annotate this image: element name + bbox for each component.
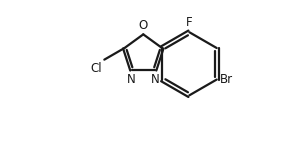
Text: O: O: [139, 19, 148, 32]
Text: Cl: Cl: [91, 62, 102, 75]
Text: Br: Br: [220, 73, 233, 86]
Text: N: N: [150, 73, 159, 86]
Text: F: F: [186, 16, 193, 29]
Text: N: N: [127, 73, 136, 86]
